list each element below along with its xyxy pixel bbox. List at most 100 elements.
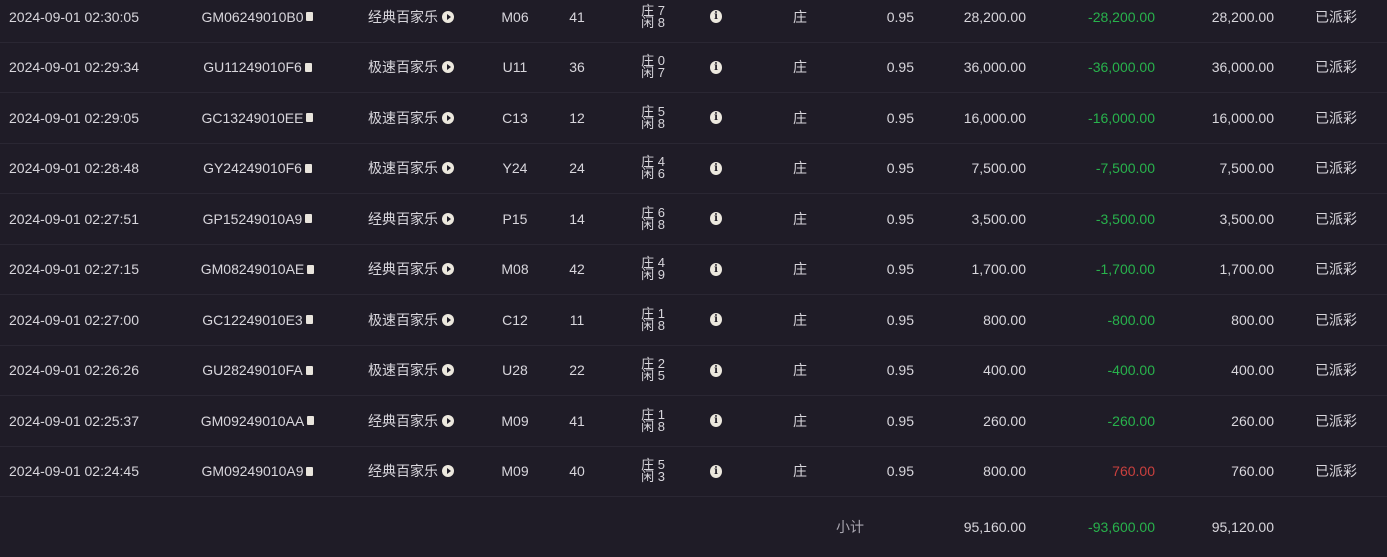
valid-bet-text: 36,000.00 (1211, 59, 1274, 76)
player-score: 闲 8 (641, 115, 665, 131)
win-loss: -28,200.00 (1050, 0, 1155, 42)
copy-icon[interactable] (306, 466, 314, 476)
game-round-id-text: GM09249010A9 (201, 463, 304, 480)
info-cell: i (710, 245, 722, 295)
table-row: 2024-09-01 02:27:00 GC12249010E3 极速百家乐 C12 1… (0, 295, 1387, 346)
table-row: 2024-09-01 02:26:26 GU28249010FA 极速百家乐 U28 2… (0, 346, 1387, 396)
shoe-number: 12 (555, 93, 599, 143)
shoe-number: 41 (555, 396, 599, 446)
copy-icon[interactable] (305, 214, 313, 224)
copy-icon[interactable] (306, 113, 314, 123)
bet-amount-text: 36,000.00 (963, 59, 1026, 76)
shoe-number: 40 (555, 447, 599, 497)
valid-bet: 760.00 (1170, 447, 1274, 497)
info-icon[interactable]: i (710, 60, 722, 74)
game-name: 经典百家乐 (368, 194, 454, 244)
win-loss: -36,000.00 (1050, 43, 1155, 93)
info-icon[interactable]: i (710, 313, 722, 327)
play-circle-icon[interactable] (442, 313, 454, 326)
table-row: 2024-09-01 02:27:15 GM08249010AE 经典百家乐 M08 4… (0, 245, 1387, 295)
payout-status-text: 已派彩 (1315, 109, 1357, 126)
valid-bet: 800.00 (1170, 295, 1274, 345)
info-icon[interactable]: i (710, 212, 722, 226)
copy-icon[interactable] (305, 365, 313, 375)
info-icon[interactable]: i (710, 10, 722, 24)
shoe-number-text: 42 (569, 261, 585, 278)
info-icon[interactable]: i (710, 262, 722, 276)
play-circle-icon[interactable] (442, 162, 454, 175)
play-circle-icon[interactable] (442, 10, 454, 23)
table-row: 2024-09-01 02:30:05 GM06249010B0 经典百家乐 M06 4… (0, 0, 1387, 43)
bet-time: 2024-09-01 02:27:00 (9, 295, 139, 345)
bet-amount-text: 260.00 (983, 412, 1026, 429)
bet-time-text: 2024-09-01 02:30:05 (9, 8, 139, 25)
valid-bet-text: 16,000.00 (1211, 109, 1274, 126)
bet-amount-text: 800.00 (983, 311, 1026, 328)
valid-bet-text: 3,500.00 (1219, 210, 1275, 227)
subtotal-winloss-text: -93,600.00 (1088, 519, 1155, 535)
play-circle-icon[interactable] (442, 465, 454, 478)
game-name: 极速百家乐 (368, 346, 454, 396)
play-circle-icon[interactable] (442, 263, 454, 276)
win-loss: -260.00 (1050, 396, 1155, 446)
info-cell: i (710, 346, 722, 396)
bet-time-text: 2024-09-01 02:29:05 (9, 109, 139, 126)
info-cell: i (710, 447, 722, 497)
play-circle-icon[interactable] (442, 111, 454, 124)
play-circle-icon[interactable] (442, 61, 454, 74)
play-circle-icon[interactable] (442, 414, 454, 427)
info-icon[interactable]: i (710, 161, 722, 175)
bet-option: 庄 (785, 346, 815, 396)
info-icon[interactable]: i (710, 111, 722, 125)
odds-text: 0.95 (886, 311, 914, 328)
bet-amount-text: 3,500.00 (971, 210, 1027, 227)
info-cell: i (710, 396, 722, 446)
info-icon[interactable]: i (710, 414, 722, 428)
copy-icon[interactable] (305, 315, 313, 325)
win-loss-text: -260.00 (1107, 412, 1155, 429)
play-circle-icon[interactable] (442, 364, 454, 377)
payout-status-text: 已派彩 (1315, 210, 1357, 227)
valid-bet-text: 28,200.00 (1211, 8, 1274, 25)
shoe-number: 24 (555, 144, 599, 194)
table-code: U11 (486, 43, 544, 93)
banker-score: 庄 0 (641, 53, 665, 69)
table-code-text: Y24 (502, 160, 528, 177)
odds: 0.95 (850, 447, 914, 497)
info-icon[interactable]: i (710, 464, 722, 478)
bet-amount: 1,700.00 (930, 245, 1027, 295)
shoe-number-text: 14 (569, 210, 585, 227)
odds-text: 0.95 (886, 160, 914, 177)
copy-icon[interactable] (307, 264, 315, 274)
info-cell: i (710, 0, 722, 42)
banker-score: 庄 5 (641, 457, 665, 473)
table-row: 2024-09-01 02:28:48 GY24249010F6 极速百家乐 Y24 2… (0, 144, 1387, 194)
copy-icon[interactable] (306, 12, 314, 22)
copy-icon[interactable] (304, 62, 312, 72)
win-loss-text: -800.00 (1107, 311, 1155, 328)
valid-bet-text: 260.00 (1231, 412, 1274, 429)
table-code: U28 (486, 346, 544, 396)
win-loss-text: -7,500.00 (1095, 160, 1155, 177)
game-round-id: GC12249010E3 (185, 295, 330, 345)
banker-score: 庄 1 (641, 305, 665, 321)
play-circle-icon[interactable] (442, 212, 454, 225)
player-score: 闲 8 (641, 14, 665, 30)
game-name-text: 经典百家乐 (368, 463, 438, 480)
odds: 0.95 (850, 346, 914, 396)
game-name-text: 极速百家乐 (368, 362, 438, 379)
info-icon[interactable]: i (710, 363, 722, 377)
odds-text: 0.95 (886, 362, 914, 379)
bet-amount: 7,500.00 (930, 144, 1027, 194)
odds: 0.95 (850, 194, 914, 244)
odds-text: 0.95 (886, 463, 914, 480)
info-cell: i (710, 144, 722, 194)
valid-bet: 7,500.00 (1170, 144, 1275, 194)
game-round-id-text: GU11249010F6 (203, 59, 302, 76)
odds: 0.95 (850, 396, 914, 446)
copy-icon[interactable] (304, 163, 312, 173)
copy-icon[interactable] (307, 416, 315, 426)
game-name-text: 经典百家乐 (368, 8, 438, 25)
